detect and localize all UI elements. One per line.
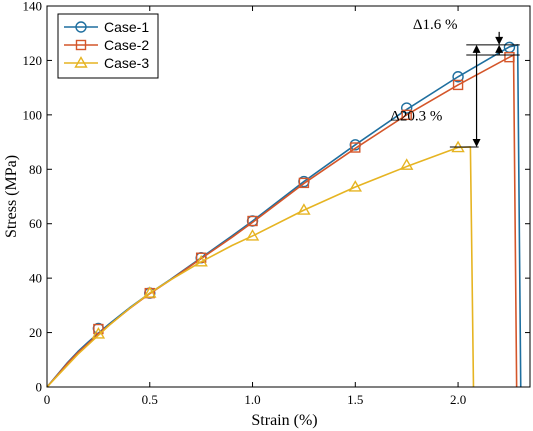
annotation-layer: Δ1.6 % Δ20.3 % <box>390 17 520 148</box>
y-tick-label: 140 <box>23 0 43 14</box>
data-point-triangle <box>91 327 106 339</box>
data-point-triangle <box>74 56 88 68</box>
arrowhead-down <box>472 138 481 147</box>
data-point-circle <box>400 102 413 114</box>
annotation-label: Δ1.6 % <box>413 17 458 33</box>
data-point-square <box>247 215 258 227</box>
data-point-circle <box>452 71 464 83</box>
axes-frame <box>46 5 531 388</box>
y-tick-label: 80 <box>29 162 42 177</box>
data-point-circle <box>75 21 87 33</box>
data-point-square <box>350 142 361 153</box>
arrowhead-down <box>495 36 504 45</box>
data-point-triangle <box>348 180 363 192</box>
legend-box <box>57 13 159 79</box>
y-tick-label: 0 <box>36 380 43 395</box>
legend: Case-1 Case-2 Case-3 <box>57 13 159 79</box>
x-tick-label: 0 <box>44 392 51 407</box>
x-tick-label: 2.0 <box>450 392 466 407</box>
data-point-square <box>298 177 310 189</box>
data-point-square <box>504 51 515 63</box>
legend-label: Case-1 <box>104 19 149 35</box>
series-line <box>46 54 518 388</box>
x-tick-label: 1.0 <box>244 392 260 407</box>
legend-item-case-1: Case-1 <box>64 19 149 35</box>
data-point-square <box>401 109 412 121</box>
legend-label: Case-2 <box>104 37 149 53</box>
y-tick-label: 40 <box>29 271 42 286</box>
data-point-triangle <box>194 254 208 267</box>
y-axis-title: Stress (MPa) <box>3 155 20 238</box>
data-point-square <box>75 39 87 51</box>
y-tick-label: 120 <box>23 53 43 68</box>
y-tick-label: 60 <box>29 216 42 231</box>
legend-label: Case-3 <box>104 55 149 71</box>
arrowhead-up <box>495 44 504 53</box>
axes-layer: 0 0.5 1.0 1.5 2.0 0 20 40 60 80 100 120 140 Strain (%… <box>3 0 531 429</box>
x-axis-title: Strain (%) <box>251 412 317 429</box>
series-line <box>46 146 475 388</box>
y-tick-label: 100 <box>23 107 43 122</box>
series-case-2 <box>46 51 518 388</box>
data-point-triangle <box>297 203 311 215</box>
data-point-triangle <box>143 286 157 298</box>
legend-item-case-3: Case-3 <box>64 55 149 71</box>
data-point-triangle <box>245 229 260 241</box>
arrowhead-up <box>472 44 481 53</box>
data-point-square <box>93 323 104 335</box>
legend-item-case-2: Case-2 <box>64 37 149 53</box>
y-tick-label: 20 <box>29 325 42 340</box>
data-point-triangle <box>399 158 414 170</box>
annotation-label: Δ20.3 % <box>390 108 442 124</box>
data-point-square <box>452 79 464 91</box>
x-tick-label: 1.5 <box>347 392 363 407</box>
x-tick-label: 0.5 <box>142 392 158 407</box>
